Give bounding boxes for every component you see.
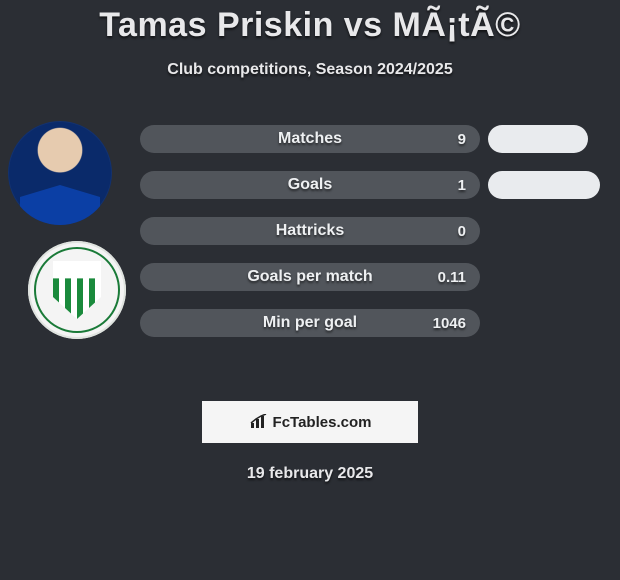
stat-value: 1 <box>458 177 466 194</box>
club-badge <box>28 241 126 339</box>
footer-date: 19 february 2025 <box>0 465 620 483</box>
stats-area: Matches 9 Goals 1 Hattricks 0 Goals per … <box>0 125 620 375</box>
stat-label: Min per goal <box>140 314 480 332</box>
stat-label: Matches <box>140 130 480 148</box>
page-title: Tamas Priskin vs MÃ¡tÃ© <box>0 6 620 45</box>
brand-text: FcTables.com <box>273 414 372 431</box>
opponent-pill-goals <box>488 171 600 199</box>
stat-bar-mpg: Min per goal 1046 <box>140 309 480 337</box>
player-column <box>8 125 128 375</box>
stat-label: Goals <box>140 176 480 194</box>
stat-bar-gpm: Goals per match 0.11 <box>140 263 480 291</box>
stat-label: Hattricks <box>140 222 480 240</box>
stat-value: 0.11 <box>438 269 466 286</box>
page-subtitle: Club competitions, Season 2024/2025 <box>0 61 620 79</box>
stat-bar-matches: Matches 9 <box>140 125 480 153</box>
stat-value: 1046 <box>433 315 466 332</box>
stat-value: 9 <box>458 131 466 148</box>
stat-label: Goals per match <box>140 268 480 286</box>
opponent-pill-matches <box>488 125 588 153</box>
comparison-card: Tamas Priskin vs MÃ¡tÃ© Club competition… <box>0 0 620 483</box>
stat-bars: Matches 9 Goals 1 Hattricks 0 Goals per … <box>140 125 480 355</box>
player-photo <box>8 121 112 225</box>
stat-bar-hattricks: Hattricks 0 <box>140 217 480 245</box>
opponent-stat-pills <box>488 125 610 217</box>
brand-footer[interactable]: FcTables.com <box>202 401 418 443</box>
bar-chart-icon <box>249 414 269 430</box>
stat-bar-goals: Goals 1 <box>140 171 480 199</box>
stat-value: 0 <box>458 223 466 240</box>
